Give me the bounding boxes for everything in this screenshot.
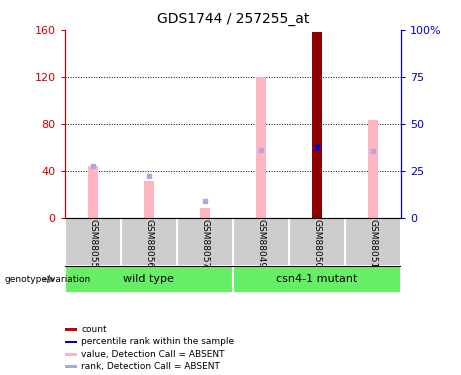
Text: wild type: wild type — [123, 274, 174, 284]
Bar — [289, 217, 345, 266]
Text: GSM88055: GSM88055 — [88, 219, 97, 268]
Bar — [312, 32, 322, 218]
Bar — [65, 340, 77, 344]
Text: GSM88050: GSM88050 — [313, 219, 321, 268]
Bar — [177, 217, 233, 266]
Text: GSM88051: GSM88051 — [368, 219, 378, 268]
Bar — [65, 365, 77, 368]
Bar — [88, 166, 98, 218]
Title: GDS1744 / 257255_at: GDS1744 / 257255_at — [157, 12, 309, 26]
Text: rank, Detection Call = ABSENT: rank, Detection Call = ABSENT — [82, 362, 220, 371]
Bar — [144, 181, 154, 218]
Bar — [233, 266, 401, 292]
Text: percentile rank within the sample: percentile rank within the sample — [82, 338, 235, 346]
Bar — [200, 208, 210, 218]
Bar — [233, 217, 289, 266]
Text: csn4-1 mutant: csn4-1 mutant — [276, 274, 358, 284]
Bar — [256, 77, 266, 218]
Bar — [368, 120, 378, 218]
Bar — [65, 353, 77, 356]
Text: value, Detection Call = ABSENT: value, Detection Call = ABSENT — [82, 350, 225, 358]
Bar — [65, 217, 121, 266]
Bar — [345, 217, 401, 266]
Bar — [65, 266, 233, 292]
Text: GSM88049: GSM88049 — [256, 219, 266, 268]
Bar — [121, 217, 177, 266]
Text: genotype/variation: genotype/variation — [5, 275, 91, 284]
Text: GSM88057: GSM88057 — [200, 219, 209, 268]
Text: count: count — [82, 325, 107, 334]
Bar — [65, 328, 77, 331]
Text: GSM88056: GSM88056 — [144, 219, 153, 268]
